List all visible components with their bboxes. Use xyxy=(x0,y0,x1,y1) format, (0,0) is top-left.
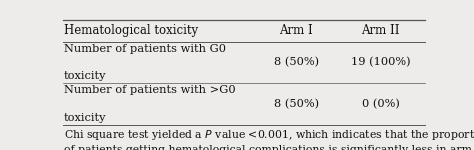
Text: toxicity: toxicity xyxy=(64,113,106,123)
Text: Arm II: Arm II xyxy=(362,24,400,37)
Text: of patients getting hematological complications is significantly less in arm II.: of patients getting hematological compli… xyxy=(64,145,474,150)
Text: 0 (0%): 0 (0%) xyxy=(362,99,400,109)
Text: Chi square test yielded a $\mathit{P}$ value <0.001, which indicates that the pr: Chi square test yielded a $\mathit{P}$ v… xyxy=(64,128,474,142)
Text: 8 (50%): 8 (50%) xyxy=(273,99,319,109)
Text: toxicity: toxicity xyxy=(64,71,106,81)
Text: 19 (100%): 19 (100%) xyxy=(351,57,410,68)
Text: 8 (50%): 8 (50%) xyxy=(273,57,319,68)
Text: Number of patients with >G0: Number of patients with >G0 xyxy=(64,85,235,95)
Text: Arm I: Arm I xyxy=(279,24,313,37)
Text: Hematological toxicity: Hematological toxicity xyxy=(64,24,198,37)
Text: Number of patients with G0: Number of patients with G0 xyxy=(64,44,226,54)
